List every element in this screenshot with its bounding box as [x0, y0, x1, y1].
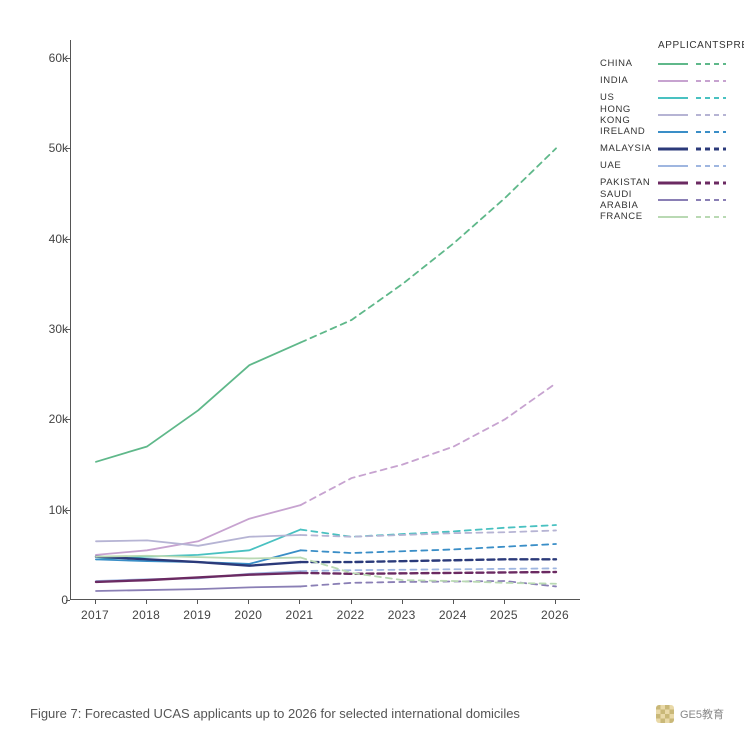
legend-spacer [600, 40, 658, 51]
plot-region [70, 40, 580, 600]
x-tick-label: 2023 [388, 608, 416, 622]
y-tick-mark [66, 510, 70, 511]
legend-label: SAUDI ARABIA [600, 189, 658, 211]
legend-swatch-solid [658, 92, 696, 104]
legend-swatch-dashed [696, 109, 734, 121]
x-tick-label: 2024 [439, 608, 467, 622]
series-line-predicted [300, 383, 556, 505]
legend-header: APPLICANTS PREDICTED [600, 40, 740, 51]
legend-swatch-dashed [696, 211, 734, 223]
series-line-actual [96, 573, 300, 582]
x-tick-mark [248, 600, 249, 604]
legend-swatch-dashed [696, 177, 734, 189]
legend-swatch-solid [658, 177, 696, 189]
y-tick-mark [66, 58, 70, 59]
legend-col-predicted: PREDICTED [726, 40, 744, 51]
legend-row: FRANCE [600, 208, 740, 225]
legend-row: HONG KONG [600, 106, 740, 123]
legend-label: HONG KONG [600, 104, 658, 126]
legend-row: UAE [600, 157, 740, 174]
series-line-actual [96, 343, 300, 462]
x-tick-label: 2017 [81, 608, 109, 622]
legend-swatch-dashed [696, 194, 734, 206]
x-tick-mark [197, 600, 198, 604]
legend-swatch-solid [658, 211, 696, 223]
legend-row: MALAYSIA [600, 140, 740, 157]
legend-swatch-dashed [696, 58, 734, 70]
x-tick-mark [402, 600, 403, 604]
x-tick-mark [299, 600, 300, 604]
x-tick-label: 2021 [285, 608, 313, 622]
legend-swatch-solid [658, 160, 696, 172]
legend-swatch-dashed [696, 126, 734, 138]
y-tick-mark [66, 329, 70, 330]
legend-swatch-dashed [696, 92, 734, 104]
x-tick-label: 2022 [337, 608, 365, 622]
legend-label: MALAYSIA [600, 143, 658, 154]
x-tick-label: 2025 [490, 608, 518, 622]
y-tick-mark [66, 600, 70, 601]
x-tick-mark [95, 600, 96, 604]
legend-swatch-solid [658, 194, 696, 206]
legend-row: IRELAND [600, 123, 740, 140]
x-tick-label: 2019 [183, 608, 211, 622]
source-icon [656, 705, 674, 723]
y-tick-mark [66, 148, 70, 149]
series-line-predicted [300, 525, 556, 537]
source-attribution: GE5教育 [656, 705, 724, 723]
legend-swatch-dashed [696, 75, 734, 87]
figure-caption: Figure 7: Forecasted UCAS applicants up … [30, 706, 520, 721]
x-tick-mark [555, 600, 556, 604]
legend-swatch-solid [658, 126, 696, 138]
legend-swatch-solid [658, 58, 696, 70]
plot-svg [71, 40, 581, 600]
series-line-predicted [300, 148, 556, 342]
legend-label: US [600, 92, 658, 103]
legend-swatch-dashed [696, 143, 734, 155]
legend-row: SAUDI ARABIA [600, 191, 740, 208]
legend-label: FRANCE [600, 211, 658, 222]
series-line-actual [96, 571, 300, 581]
y-tick-mark [66, 419, 70, 420]
source-label: GE5教育 [680, 706, 724, 722]
series-line-actual [96, 586, 300, 591]
legend-label: CHINA [600, 58, 658, 69]
series-line-predicted [300, 544, 556, 553]
chart-container: 010k20k30k40k50k60k 20172018201920202021… [30, 30, 590, 630]
x-tick-mark [146, 600, 147, 604]
legend-swatch-solid [658, 75, 696, 87]
x-tick-label: 2026 [541, 608, 569, 622]
x-tick-mark [453, 600, 454, 604]
series-line-predicted [300, 568, 556, 571]
x-tick-label: 2018 [132, 608, 160, 622]
legend-row: INDIA [600, 72, 740, 89]
legend-swatch-solid [658, 109, 696, 121]
x-tick-mark [504, 600, 505, 604]
series-line-predicted [300, 559, 556, 562]
legend-col-applicants: APPLICANTS [658, 40, 726, 51]
legend-row: CHINA [600, 55, 740, 72]
series-line-predicted [300, 572, 556, 574]
x-tick-mark [351, 600, 352, 604]
series-line-predicted [300, 530, 556, 536]
legend-swatch-dashed [696, 160, 734, 172]
legend-label: IRELAND [600, 126, 658, 137]
series-line-actual [96, 505, 300, 555]
legend-label: UAE [600, 160, 658, 171]
series-line-actual [96, 530, 300, 560]
legend-label: INDIA [600, 75, 658, 86]
y-tick-mark [66, 239, 70, 240]
legend-label: PAKISTAN [600, 177, 658, 188]
legend: APPLICANTS PREDICTED CHINA INDIA USHONG KO… [600, 40, 740, 225]
legend-swatch-solid [658, 143, 696, 155]
x-tick-label: 2020 [234, 608, 262, 622]
